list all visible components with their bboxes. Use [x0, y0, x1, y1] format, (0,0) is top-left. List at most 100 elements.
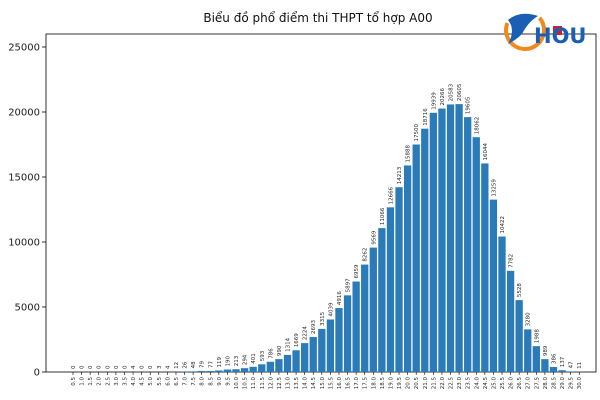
bar	[275, 359, 283, 372]
data-label: 19605	[466, 96, 472, 114]
data-label: 401	[251, 353, 257, 364]
x-tick-label: 6.0	[165, 377, 171, 386]
data-label: 4039	[328, 302, 334, 316]
bar	[292, 350, 300, 372]
bar	[472, 137, 480, 372]
bar	[489, 199, 498, 372]
data-label: 0	[80, 365, 86, 369]
x-tick-label: 25.5	[500, 377, 506, 390]
data-label: 15888	[406, 144, 412, 162]
y-tick-label: 5000	[15, 303, 40, 314]
x-tick-label: 28.5	[551, 377, 557, 390]
data-label: 1314	[286, 337, 292, 351]
data-label: 0	[105, 365, 111, 369]
x-tick-label: 25.0	[491, 377, 497, 390]
x-tick-label: 7.5	[191, 377, 197, 386]
x-tick-label: 14.0	[303, 377, 309, 390]
x-tick-label: 14.5	[311, 377, 317, 390]
data-label: 0	[114, 365, 120, 369]
x-tick-label: 9.5	[225, 377, 231, 386]
data-label: 8262	[363, 248, 369, 262]
x-tick-label: 28.0	[543, 377, 549, 390]
data-label: 4	[165, 365, 171, 369]
data-label: 77	[208, 361, 214, 368]
data-label: 190	[225, 356, 231, 367]
data-label: 213	[234, 355, 240, 366]
bar	[283, 354, 292, 372]
bar	[429, 112, 438, 372]
bar	[541, 359, 549, 372]
bar	[343, 295, 352, 372]
x-tick-label: 23.0	[457, 377, 463, 390]
x-tick-label: 19.0	[388, 377, 394, 390]
x-tick-label: 6.5	[174, 377, 180, 386]
x-tick-label: 2.5	[105, 377, 111, 386]
x-tick-label: 0.5	[71, 377, 77, 386]
data-label: 786	[268, 348, 274, 359]
x-tick-label: 27.0	[526, 377, 532, 390]
bar	[369, 247, 377, 372]
x-tick-label: 23.5	[466, 377, 472, 390]
x-tick-label: 26.0	[509, 377, 515, 390]
x-tick-label: 4.0	[131, 377, 137, 386]
data-label: 1988	[534, 329, 540, 343]
bars-group	[155, 104, 583, 373]
data-label: 14213	[397, 166, 403, 184]
data-label: 0	[71, 365, 77, 369]
data-labels-group: 0 0 0 0 0 0 0 4 0 0 3 4 12 26 48 79 77 119 190 213 294 401 593…	[71, 83, 583, 369]
bar	[506, 270, 515, 372]
x-tick-label: 16.5	[346, 377, 352, 390]
bar	[318, 328, 326, 372]
bar	[386, 207, 395, 372]
bar	[335, 308, 343, 372]
bar	[206, 371, 214, 372]
data-label: 989	[543, 345, 549, 356]
x-tick-label: 17.5	[363, 377, 369, 390]
x-tick-label: 17.0	[354, 377, 360, 390]
x-tick-label: 11.0	[251, 377, 257, 390]
bar	[266, 361, 274, 372]
bar	[412, 144, 420, 372]
data-label: 0	[97, 365, 103, 369]
bar	[498, 236, 506, 372]
data-label: 48	[191, 361, 197, 368]
data-label: 5528	[517, 283, 523, 297]
bar	[566, 371, 575, 372]
x-tick-label: 22.0	[440, 377, 446, 390]
bar	[455, 104, 463, 372]
bar	[464, 117, 472, 372]
bar	[258, 364, 266, 372]
x-tick-label: 10.0	[234, 377, 240, 390]
data-label: 119	[217, 356, 223, 367]
bar	[403, 165, 412, 372]
x-tick-label: 13.5	[294, 377, 300, 390]
bar	[532, 346, 540, 372]
data-label: 0	[148, 365, 154, 369]
x-tick-label: 16.0	[337, 377, 343, 390]
data-label: 137	[560, 356, 566, 367]
bar	[223, 369, 232, 372]
bar	[240, 368, 249, 372]
x-tick-label: 24.5	[483, 377, 489, 390]
y-tick-label: 15000	[8, 173, 40, 184]
x-tick-label: 11.5	[260, 377, 266, 390]
x-tick-label: 8.5	[208, 377, 214, 386]
y-tick-label: 25000	[8, 43, 40, 54]
bar	[232, 369, 240, 372]
data-label: 386	[551, 353, 557, 364]
x-tick-label: 20.5	[414, 377, 420, 390]
x-tick-label: 18.5	[380, 377, 386, 390]
data-label: 16044	[483, 142, 489, 160]
data-label: 3	[157, 365, 163, 369]
y-tick-label: 10000	[8, 238, 40, 249]
data-label: 6959	[354, 264, 360, 278]
logo-red-square-icon	[553, 26, 562, 35]
bar	[558, 370, 566, 372]
data-label: 11	[577, 362, 583, 369]
data-label: 1669	[294, 333, 300, 347]
data-label: 593	[260, 350, 266, 361]
data-label: 2693	[311, 319, 317, 333]
x-tick-label: 13.0	[286, 377, 292, 390]
chart-title: Biểu đồ phổ điểm thi THPT tổ hợp A00	[203, 11, 432, 25]
